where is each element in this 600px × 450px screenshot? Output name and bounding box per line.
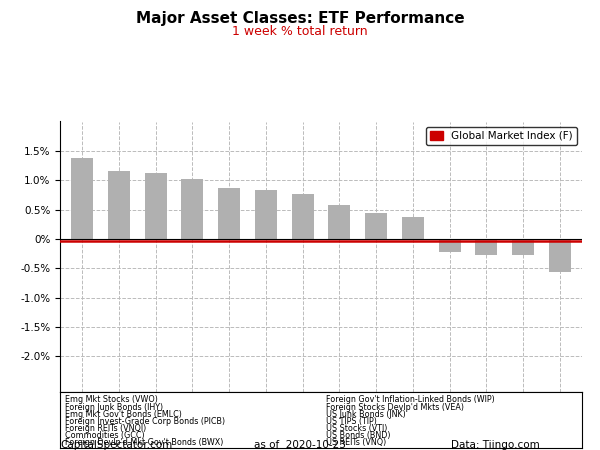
Text: 1 week % total return: 1 week % total return [232, 25, 368, 38]
Bar [71, 158, 93, 239]
Text: Foreign Invest-Grade Corp Bonds (PICB): Foreign Invest-Grade Corp Bonds (PICB) [65, 417, 226, 426]
Bar [108, 171, 130, 239]
Text: Data: Tiingo.com: Data: Tiingo.com [451, 440, 540, 450]
Bar [255, 189, 277, 239]
Bar [218, 188, 240, 239]
Bar [292, 194, 314, 239]
Text: Foreign Devlp'd Mkt Gov't Bonds (BWX): Foreign Devlp'd Mkt Gov't Bonds (BWX) [65, 438, 224, 447]
Bar [512, 239, 534, 255]
Text: as of  2020-10-23: as of 2020-10-23 [254, 440, 346, 450]
Text: Foreign Gov't Inflation-Linked Bonds (WIP): Foreign Gov't Inflation-Linked Bonds (WI… [326, 396, 495, 405]
Bar [402, 216, 424, 239]
Text: US TIPS (TIP): US TIPS (TIP) [326, 417, 377, 426]
Text: Foreign REITs (VNQI): Foreign REITs (VNQI) [65, 424, 146, 433]
Text: US REITs (VNQ): US REITs (VNQ) [326, 438, 386, 447]
Bar [439, 239, 461, 252]
Bar [145, 172, 167, 239]
Text: US Junk Bonds (JNK): US Junk Bonds (JNK) [326, 410, 406, 418]
Text: US Stocks (VTI): US Stocks (VTI) [326, 424, 388, 433]
Bar [181, 179, 203, 239]
Text: CapitalSpectator.com: CapitalSpectator.com [60, 440, 172, 450]
Legend: Global Market Index (F): Global Market Index (F) [426, 127, 577, 145]
Text: Foreign Stocks Devlp'd Mkts (VEA): Foreign Stocks Devlp'd Mkts (VEA) [326, 402, 464, 411]
Bar [328, 205, 350, 239]
Text: Major Asset Classes: ETF Performance: Major Asset Classes: ETF Performance [136, 11, 464, 26]
Text: Emg Mkt Stocks (VWO): Emg Mkt Stocks (VWO) [65, 396, 158, 405]
Text: US Bonds (BND): US Bonds (BND) [326, 431, 391, 440]
Text: Commodities (GCC): Commodities (GCC) [65, 431, 145, 440]
Bar [365, 213, 387, 239]
Bar [549, 239, 571, 272]
Text: Emg Mkt Gov't Bonds (EMLC): Emg Mkt Gov't Bonds (EMLC) [65, 410, 182, 418]
Text: Foreign Junk Bonds (IHY): Foreign Junk Bonds (IHY) [65, 402, 163, 411]
Bar [475, 239, 497, 255]
